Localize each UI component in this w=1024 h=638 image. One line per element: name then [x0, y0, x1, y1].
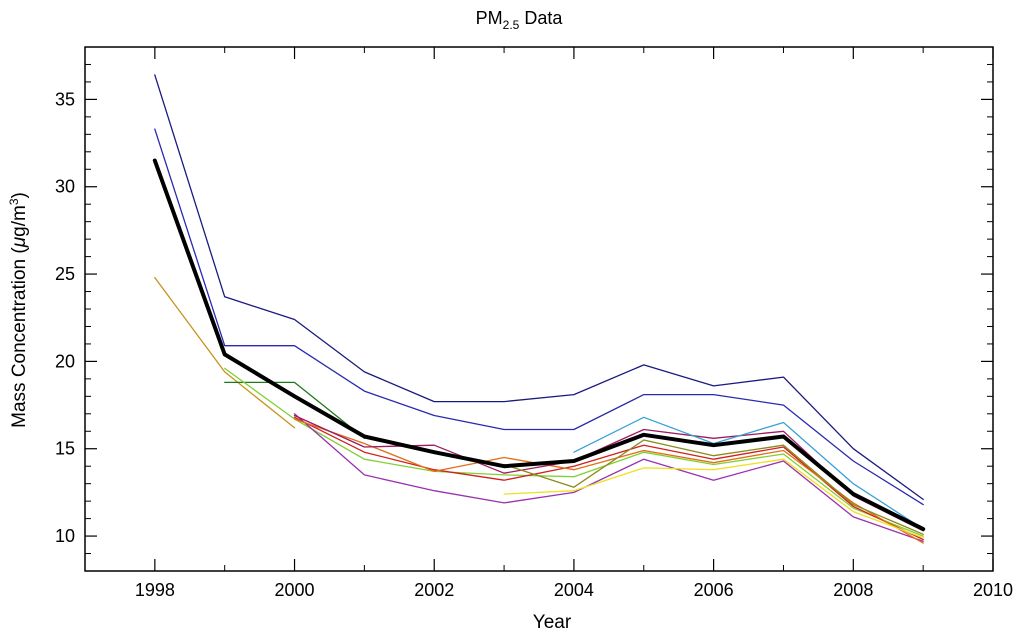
- series-line-site-blue: [154, 128, 924, 506]
- x-tick-label: 2002: [414, 580, 454, 600]
- plot-frame: [84, 46, 994, 572]
- x-tick-label: 2008: [833, 580, 873, 600]
- data-series: [152, 74, 926, 544]
- y-axis-title-superscript: 3: [7, 198, 21, 205]
- y-tick-label: 25: [55, 264, 75, 284]
- series-line-site-orange: [293, 418, 924, 544]
- y-tick-label: 10: [55, 526, 75, 546]
- y-tick-label: 30: [55, 177, 75, 197]
- series-line-site-gold: [154, 276, 296, 429]
- x-tick-label: 2000: [275, 580, 315, 600]
- series-line-site-dark-green: [224, 381, 366, 439]
- chart-title: PM2.5 Data: [476, 8, 564, 32]
- series-line-mean: [152, 158, 926, 532]
- series-line-site-yellow: [503, 458, 924, 539]
- chart-title-subscript: 2.5: [503, 18, 520, 32]
- series-line-site-navy-high: [154, 74, 924, 501]
- x-tick-label: 2006: [694, 580, 734, 600]
- y-tick-label: 15: [55, 439, 75, 459]
- series-line-site-olive: [503, 439, 924, 535]
- x-tick-label: 1998: [135, 580, 175, 600]
- y-axis-title-prefix: Mass Concentration (: [9, 247, 30, 428]
- y-axis-title-unit: g/m: [9, 205, 30, 237]
- y-axis-title-mu: μ: [9, 236, 30, 248]
- x-tick-label: 2004: [554, 580, 594, 600]
- series-line-site-red: [293, 416, 924, 541]
- x-tick-label: 2010: [973, 580, 1013, 600]
- y-axis-title: Mass Concentration (μg/m3): [7, 192, 30, 428]
- y-tick-label: 20: [55, 351, 75, 371]
- x-axis-title: Year: [533, 612, 572, 633]
- series-line-site-purple: [293, 413, 924, 542]
- chart-title-suffix: Data: [519, 8, 563, 28]
- series-line-site-light-green: [224, 367, 924, 537]
- y-axis-title-suffix: ): [9, 192, 30, 198]
- chart-title-main: PM: [476, 8, 503, 28]
- y-tick-label: 35: [55, 89, 75, 109]
- series-line-site-cyan: [573, 416, 924, 530]
